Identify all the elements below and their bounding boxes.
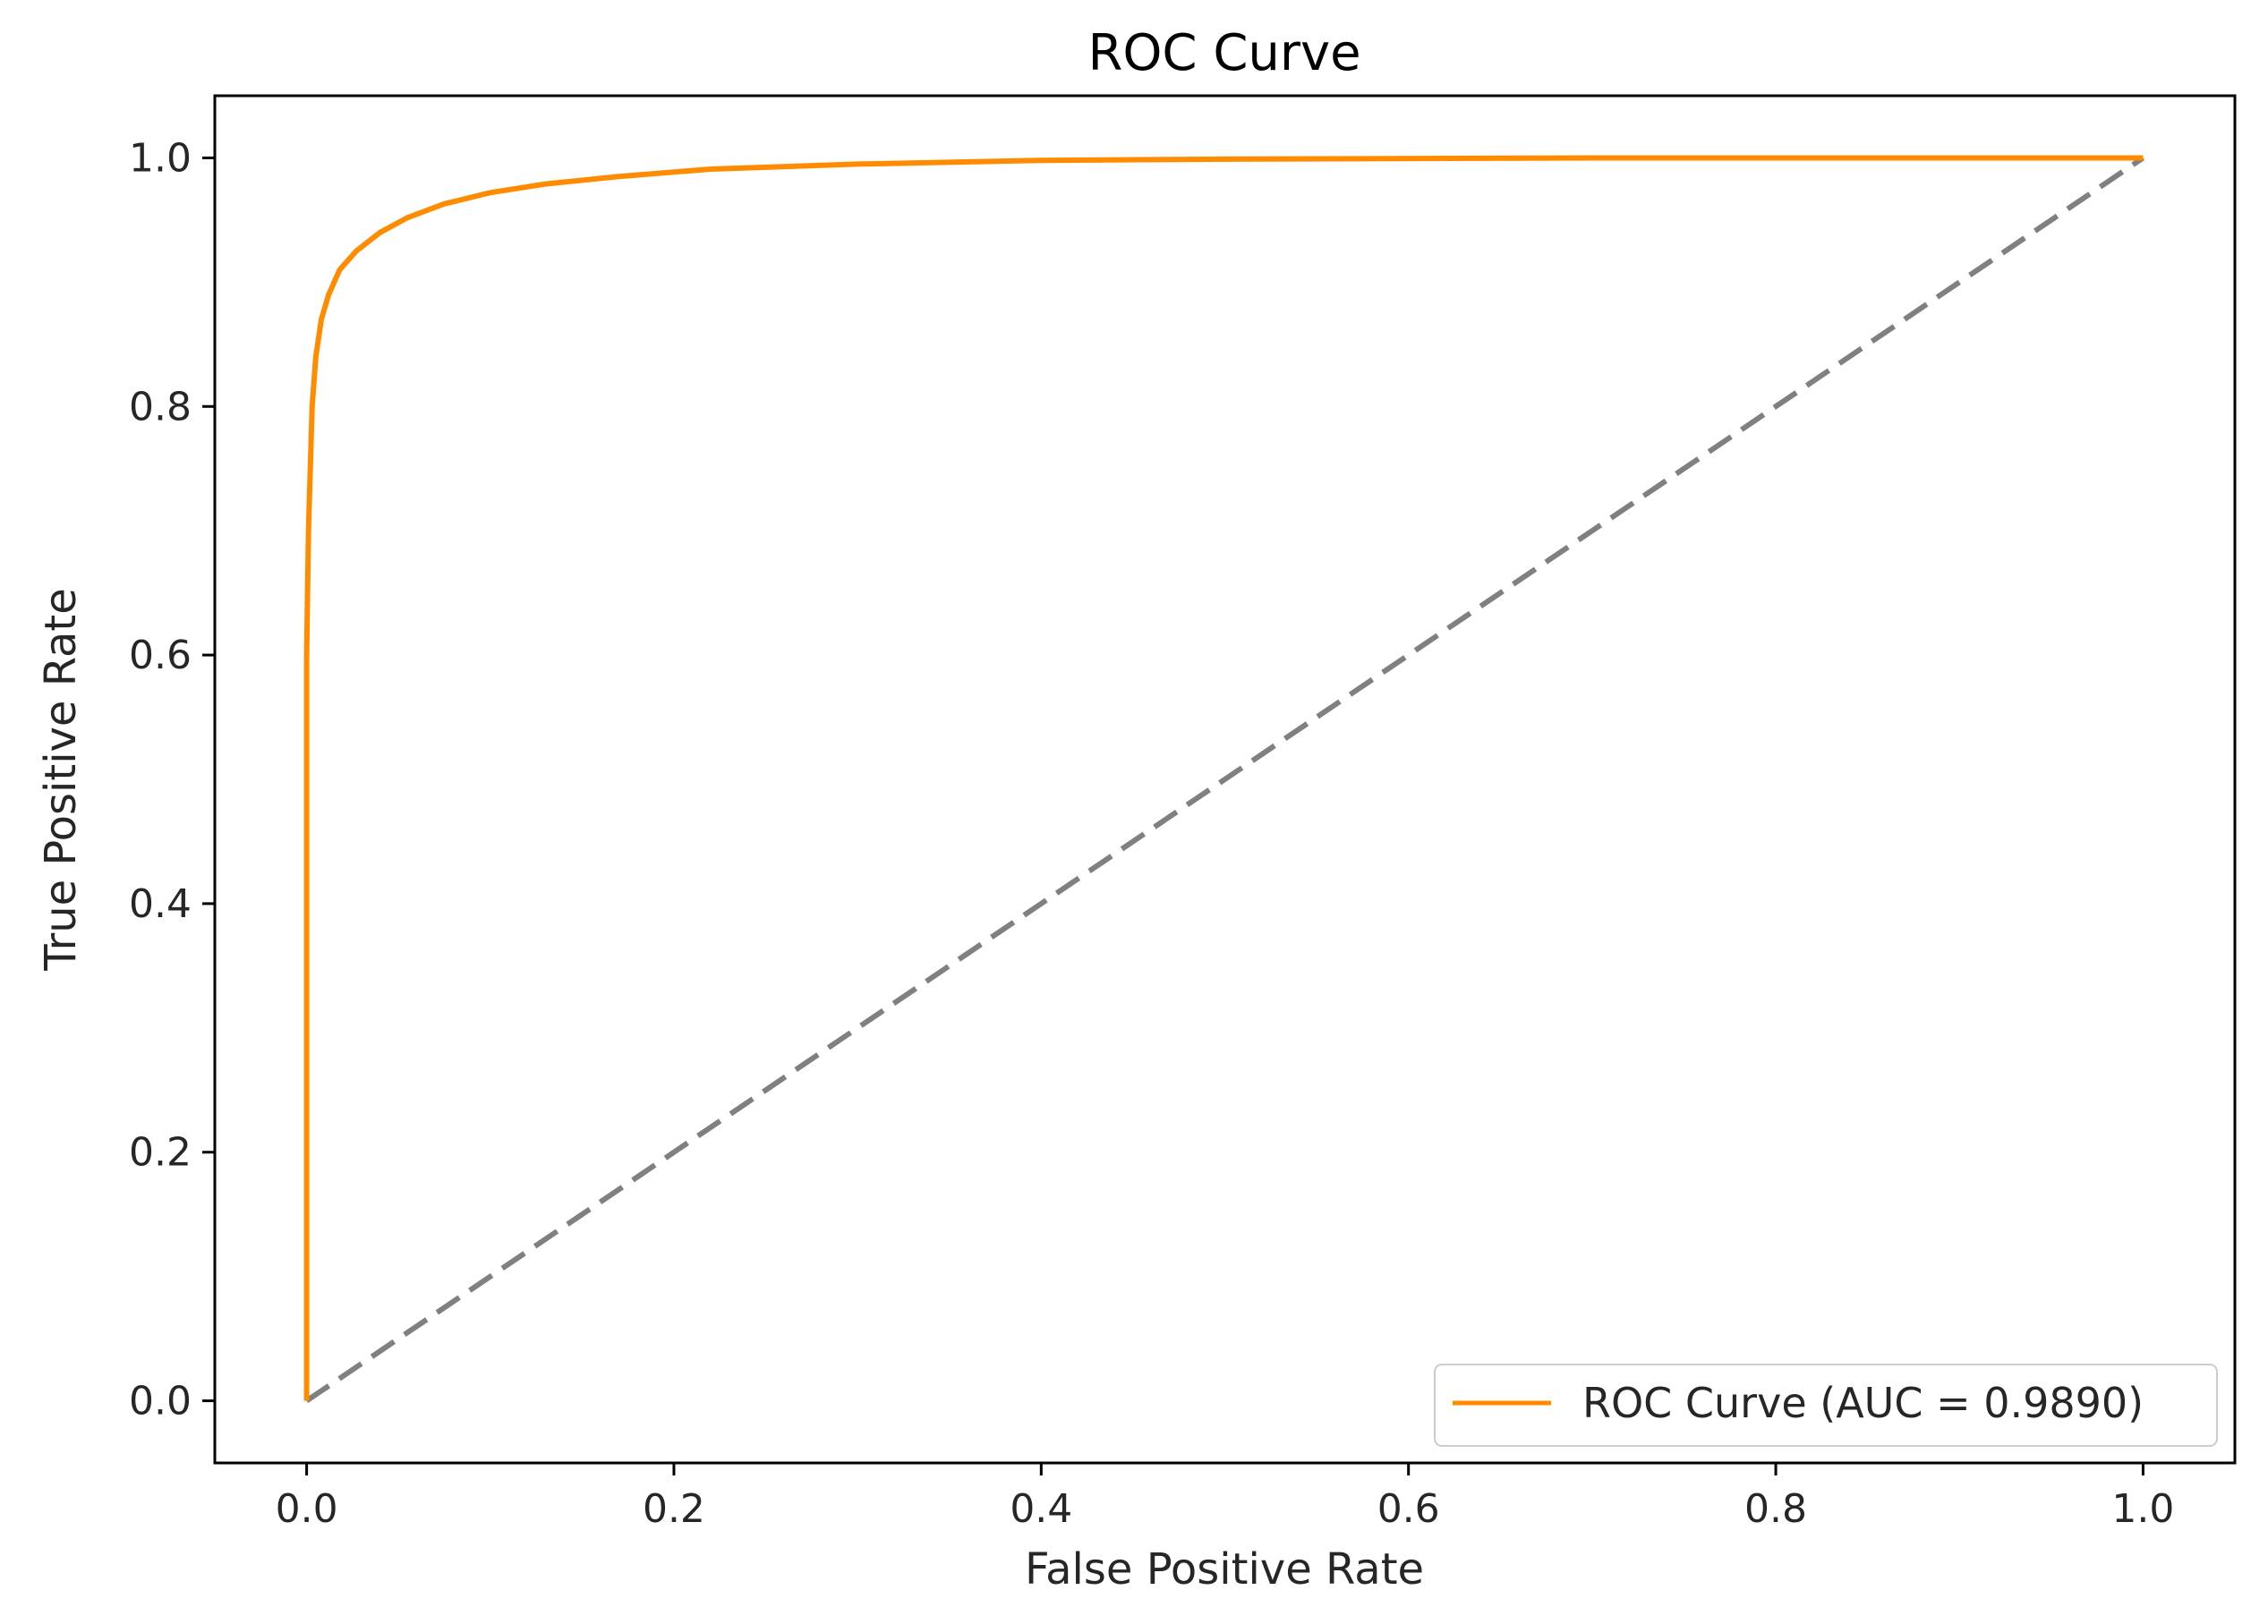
legend-box	[1434, 1364, 2218, 1447]
x-tick-label: 0.8	[1744, 1486, 1807, 1532]
y-tick-label: 0.2	[129, 1130, 192, 1176]
y-tick-label: 1.0	[129, 135, 192, 181]
x-tick-label: 0.2	[643, 1486, 705, 1532]
x-axis-ticks: 0.0 0.2 0.4 0.6 0.8 1.0	[276, 1463, 2174, 1532]
y-tick-label: 0.6	[129, 633, 192, 678]
x-tick-label: 0.4	[1010, 1486, 1072, 1532]
legend-label-roc: ROC Curve (AUC = 0.9890)	[1582, 1379, 2144, 1427]
x-tick-label: 1.0	[2111, 1486, 2174, 1532]
y-axis-label: True Positive Rate	[36, 588, 86, 972]
axes-frame	[213, 94, 2237, 1465]
x-axis-label: False Positive Rate	[1025, 1544, 1424, 1594]
plot-area	[213, 94, 2237, 1465]
series-lines	[303, 155, 2145, 1404]
x-tick-label: 0.6	[1377, 1486, 1440, 1532]
y-tick-label: 0.4	[129, 881, 192, 927]
legend: ROC Curve (AUC = 0.9890)	[1434, 1364, 2218, 1447]
y-tick-label: 0.0	[129, 1379, 192, 1424]
x-tick-label: 0.0	[276, 1486, 338, 1532]
chart-title: ROC Curve	[1087, 24, 1360, 82]
y-axis-ticks: 0.0 0.2 0.4 0.6 0.8 1.0	[129, 135, 215, 1424]
random-classifier-diagonal	[304, 155, 2145, 1404]
roc-curve-line	[303, 155, 2144, 1401]
y-tick-label: 0.8	[129, 384, 192, 429]
